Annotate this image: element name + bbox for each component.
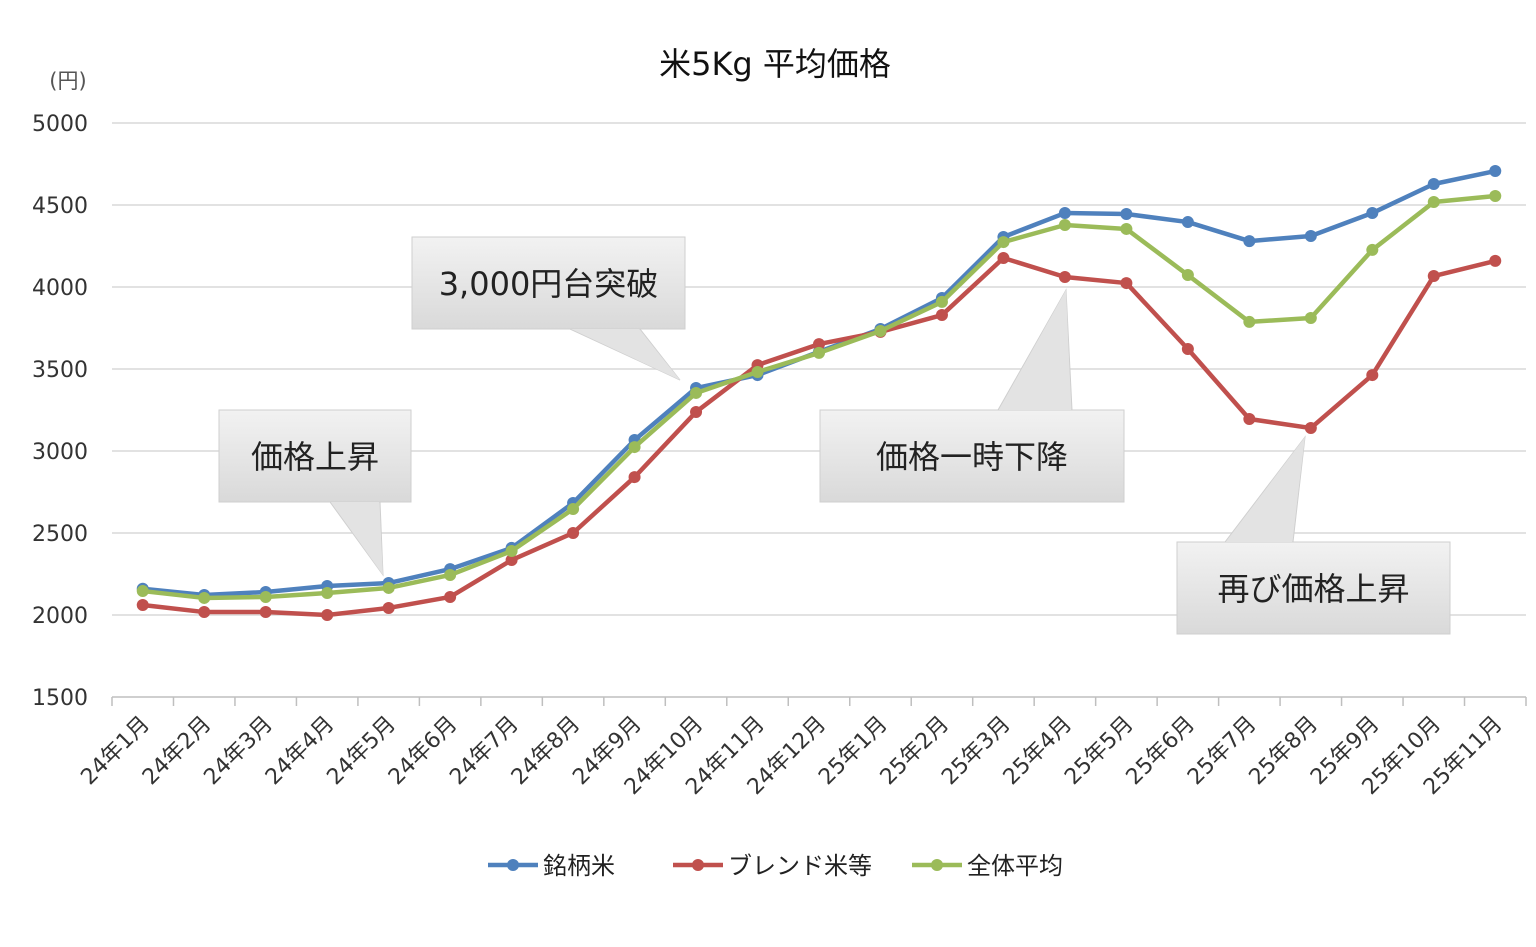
legend-item: 全体平均 xyxy=(912,852,1063,880)
y-tick-label: 4000 xyxy=(32,276,88,301)
data-point xyxy=(1427,196,1440,209)
callout-text: 価格一時下降 xyxy=(876,438,1068,476)
legend-label: 銘柄米 xyxy=(543,852,615,880)
data-point xyxy=(1489,165,1502,178)
data-point xyxy=(444,590,457,603)
data-point xyxy=(997,251,1010,264)
callout-pointer-fill xyxy=(999,290,1071,410)
data-point xyxy=(1366,207,1379,220)
data-point xyxy=(1120,277,1133,290)
y-tick-label: 2500 xyxy=(32,522,88,547)
data-point xyxy=(1366,369,1379,382)
callout: 価格上昇 xyxy=(218,409,412,577)
callout: 価格一時下降 xyxy=(819,288,1125,503)
data-point xyxy=(505,554,518,567)
data-point xyxy=(1058,207,1071,220)
data-point xyxy=(1181,269,1194,282)
data-point xyxy=(628,441,641,454)
data-point xyxy=(1058,219,1071,232)
data-point xyxy=(259,606,272,619)
y-tick-label: 2000 xyxy=(32,604,88,629)
callout: 再び価格上昇 xyxy=(1176,435,1451,635)
data-point xyxy=(1489,254,1502,267)
data-point xyxy=(690,405,703,418)
data-point xyxy=(198,606,211,619)
data-point xyxy=(813,346,825,359)
data-point xyxy=(321,609,334,621)
data-point xyxy=(1058,270,1071,283)
data-point xyxy=(1427,178,1440,191)
data-point xyxy=(1304,422,1317,435)
data-point xyxy=(567,503,580,516)
callout-text: 3,000円台突破 xyxy=(439,265,659,303)
callout-text: 再び価格上昇 xyxy=(1217,570,1409,608)
data-point xyxy=(690,386,703,399)
data-point xyxy=(1427,270,1440,283)
data-point xyxy=(935,309,948,322)
data-point xyxy=(1304,311,1317,324)
y-tick-label: 4500 xyxy=(32,194,88,219)
data-point xyxy=(198,591,211,604)
data-point xyxy=(751,365,764,378)
legend-label: ブレンド米等 xyxy=(728,852,872,880)
legend-marker xyxy=(692,859,704,871)
chart-title: 米5Kg 平均価格 xyxy=(659,45,891,83)
callout-pointer-fill xyxy=(331,502,383,575)
callout-box xyxy=(411,236,686,330)
data-point xyxy=(1181,216,1194,229)
series-銘柄米 xyxy=(136,165,1502,601)
data-point xyxy=(136,585,149,598)
legend-label: 全体平均 xyxy=(967,852,1063,880)
data-point xyxy=(259,590,272,603)
data-point xyxy=(1120,208,1133,221)
data-point xyxy=(444,568,457,581)
callout: 3,000円台突破 xyxy=(411,236,686,381)
data-point xyxy=(1489,189,1502,202)
data-point xyxy=(382,601,395,614)
y-tick-label: 3500 xyxy=(32,358,88,383)
data-point xyxy=(1243,413,1256,426)
legend-item: 銘柄米 xyxy=(488,852,615,880)
data-point xyxy=(1243,235,1256,248)
data-point xyxy=(997,236,1010,249)
data-point xyxy=(1304,229,1317,242)
callout-pointer-fill xyxy=(1226,437,1305,542)
callout-box xyxy=(1176,541,1451,635)
data-point xyxy=(382,581,395,594)
data-point xyxy=(1181,342,1194,355)
data-point xyxy=(628,471,641,484)
data-point xyxy=(1243,315,1256,328)
data-point xyxy=(813,338,825,351)
y-axis-unit-label: (円) xyxy=(49,69,86,93)
legend-marker xyxy=(507,859,519,871)
data-point xyxy=(1366,243,1379,256)
data-point xyxy=(567,527,580,539)
y-tick-label: 5000 xyxy=(32,112,88,137)
data-point xyxy=(136,598,149,611)
callout-box xyxy=(218,409,412,503)
data-point xyxy=(874,324,887,337)
callout-pointer-fill xyxy=(571,329,680,380)
data-point xyxy=(935,295,948,308)
callout-box xyxy=(819,409,1125,503)
data-point xyxy=(505,545,518,558)
series-全体平均 xyxy=(136,189,1502,604)
callout-text: 価格上昇 xyxy=(251,438,379,476)
legend-marker xyxy=(931,859,943,871)
y-tick-label: 1500 xyxy=(32,686,88,711)
y-tick-label: 3000 xyxy=(32,440,88,465)
data-point xyxy=(321,587,334,600)
data-point xyxy=(1120,222,1133,235)
legend-item: ブレンド米等 xyxy=(673,852,872,880)
